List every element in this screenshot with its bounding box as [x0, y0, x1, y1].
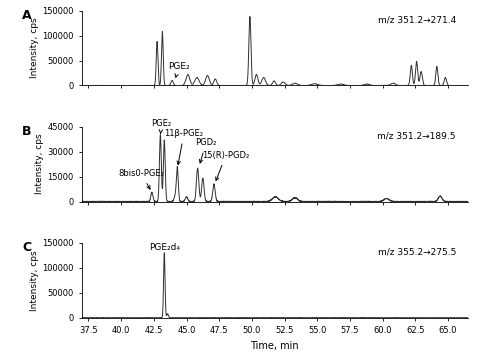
Text: C: C: [22, 241, 31, 254]
Text: m/z 351.2→271.4: m/z 351.2→271.4: [378, 15, 456, 24]
Text: m/z 351.2→189.5: m/z 351.2→189.5: [377, 131, 456, 140]
Y-axis label: Intensity, cps: Intensity, cps: [36, 134, 44, 195]
Text: A: A: [22, 9, 32, 22]
Text: 11β-PGE₂: 11β-PGE₂: [164, 129, 203, 164]
Text: 15(R)-PGD₂: 15(R)-PGD₂: [202, 151, 249, 180]
Text: B: B: [22, 125, 32, 138]
Text: PGD₂: PGD₂: [195, 138, 217, 163]
Text: m/z 355.2→275.5: m/z 355.2→275.5: [377, 247, 456, 256]
X-axis label: Time, min: Time, min: [251, 341, 299, 351]
Text: 8bis0-PGE₂: 8bis0-PGE₂: [119, 169, 164, 189]
Y-axis label: Intensity, cps: Intensity, cps: [30, 18, 40, 78]
Text: PGE₂d₄: PGE₂d₄: [149, 243, 180, 252]
Y-axis label: Intensity, cps: Intensity, cps: [30, 250, 40, 311]
Text: PGE₂: PGE₂: [168, 61, 189, 77]
Text: PGE₂: PGE₂: [152, 119, 172, 134]
